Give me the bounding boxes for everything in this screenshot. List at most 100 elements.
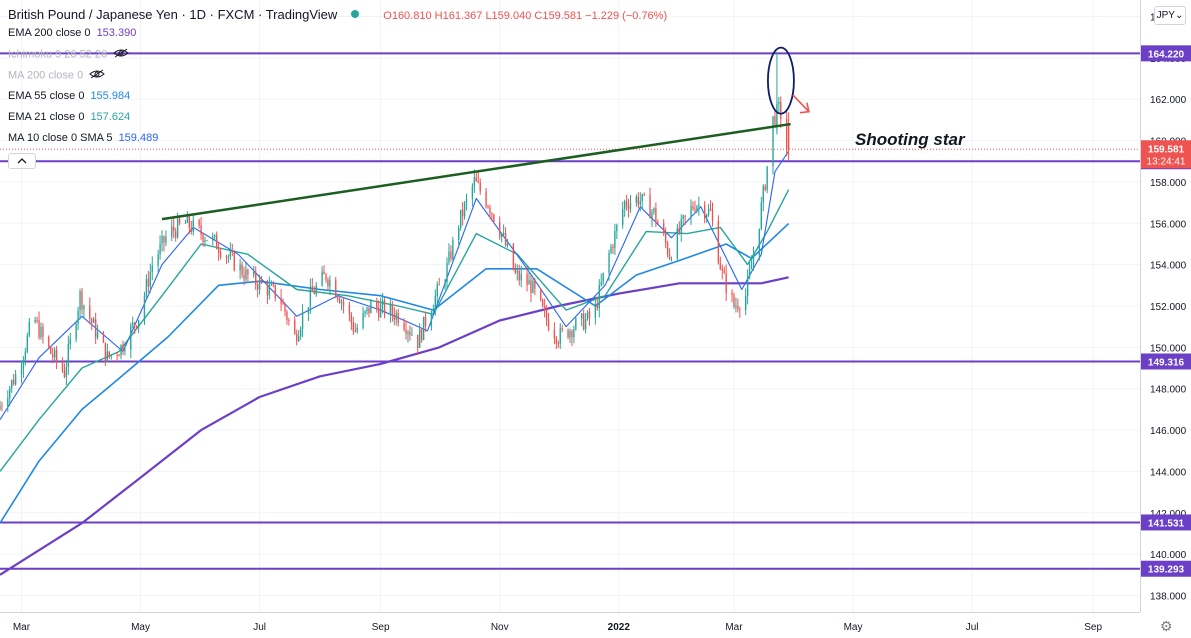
legend-row[interactable]: EMA 21 close 0 157.624 — [8, 111, 130, 123]
candle-body — [588, 311, 591, 319]
level-price-label: 149.316 — [1148, 357, 1185, 368]
candle-body — [227, 256, 230, 258]
time-tick-label: Sep — [1084, 622, 1102, 633]
currency-selector[interactable]: JPY⌄ — [1154, 6, 1186, 25]
legend-row[interactable]: MA 200 close 0 — [8, 69, 105, 82]
candle-body — [473, 177, 476, 186]
candle-body — [294, 320, 296, 335]
candle-body — [192, 220, 194, 232]
candle-body — [307, 307, 310, 314]
candle-body — [55, 349, 58, 362]
candle-body — [134, 322, 136, 326]
candle-body — [750, 264, 753, 270]
candle-body — [598, 285, 600, 309]
candle-body — [487, 206, 489, 208]
candle-body — [348, 305, 351, 315]
candle-body — [403, 323, 405, 330]
legend-row[interactable]: EMA 55 close 0 155.984 — [8, 90, 130, 102]
candle-body — [36, 319, 38, 321]
candle-body — [299, 329, 302, 336]
open-value: O160.810 — [383, 10, 432, 22]
candle-body — [737, 305, 739, 310]
legend-row[interactable]: EMA 200 close 0 153.390 — [8, 27, 136, 39]
candle-body — [643, 194, 645, 196]
candle-body — [253, 271, 255, 275]
candle-body — [500, 233, 503, 237]
candle-body — [132, 322, 134, 326]
candle-body — [541, 299, 544, 307]
candle-body — [479, 182, 481, 192]
candle-body — [602, 272, 604, 283]
candle-body — [239, 264, 241, 271]
candle-body — [122, 345, 124, 352]
candle-body — [520, 274, 522, 281]
eye-hidden-icon[interactable] — [113, 48, 129, 61]
legend-label: MA 200 close 0 — [8, 69, 84, 82]
candle-body — [627, 205, 630, 209]
candle-body — [680, 218, 682, 233]
candle-body — [20, 369, 23, 375]
candle-body — [670, 258, 673, 260]
candle-body — [422, 316, 425, 341]
candle-body — [327, 279, 329, 287]
symbol-title[interactable]: British Pound / Japanese Yen · 1D · FXCM… — [8, 7, 338, 22]
candle-body — [758, 228, 761, 256]
candle-body — [641, 194, 643, 201]
candle-body — [489, 207, 491, 214]
candle-body — [212, 236, 214, 241]
close-value: C159.581 — [534, 10, 583, 22]
currency-label: JPY — [1156, 10, 1175, 21]
candle-body — [282, 303, 284, 305]
gear-icon[interactable]: ⚙ — [1160, 618, 1173, 634]
price-tick-label: 150.000 — [1150, 343, 1187, 354]
time-tick-label: Mar — [725, 622, 743, 633]
candle-body — [245, 269, 247, 280]
candle-body — [381, 300, 384, 305]
candle-body — [594, 303, 597, 319]
candle-body — [171, 226, 173, 237]
legend-row[interactable]: Ichimoku 9 26 52 26 — [8, 48, 129, 61]
change-value: −1.229 (−0.76%) — [585, 10, 668, 22]
eye-hidden-icon[interactable] — [89, 69, 105, 82]
candle-body — [96, 332, 99, 338]
candle-body — [463, 202, 466, 217]
candle-body — [752, 255, 755, 265]
candle-body — [94, 319, 97, 338]
candle-body — [663, 223, 665, 234]
candle-body — [438, 284, 440, 286]
candle-body — [575, 318, 577, 330]
candle-body — [0, 405, 1, 410]
candle-body — [151, 265, 153, 273]
candle-body — [506, 243, 509, 246]
legend-collapse-button[interactable] — [8, 153, 36, 169]
candle-body — [175, 231, 177, 238]
candle-body — [581, 313, 583, 319]
candle-body — [342, 301, 345, 306]
legend-row[interactable]: MA 10 close 0 SMA 5 159.489 — [8, 132, 158, 144]
candle-body — [352, 322, 355, 331]
candle-body — [653, 208, 655, 212]
candle-body — [493, 214, 495, 222]
candle-body — [518, 270, 520, 281]
candle-body — [272, 284, 274, 286]
candle-body — [725, 273, 727, 293]
horizontal-levels — [0, 52, 1140, 570]
candle-body — [178, 218, 181, 224]
legend-label: EMA 55 close 0 — [8, 90, 85, 102]
candle-body — [561, 328, 563, 330]
candle-body — [528, 280, 530, 285]
candle-body — [735, 305, 737, 307]
candle-body — [709, 208, 712, 211]
candle-body — [684, 215, 686, 217]
candle-body — [608, 252, 610, 273]
candle-body — [787, 123, 790, 150]
candle-body — [79, 291, 81, 311]
indicator-line — [0, 223, 790, 524]
candle-body — [694, 208, 696, 211]
candle-body — [50, 347, 52, 354]
candle-body — [93, 319, 95, 323]
level-price-label: 141.531 — [1148, 518, 1185, 529]
candle-body — [270, 284, 273, 286]
